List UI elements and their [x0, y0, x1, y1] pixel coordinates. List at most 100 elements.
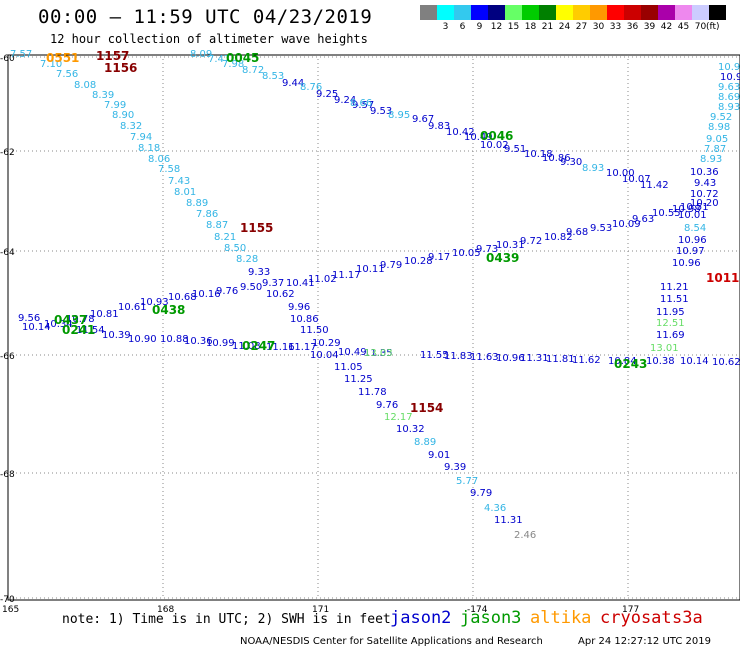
lon-label: 171	[312, 605, 329, 615]
swh-value: 7.94	[130, 132, 152, 143]
page-title: 00:00 — 11:59 UTC 04/23/2019	[38, 6, 373, 28]
swh-value: 11.05	[334, 362, 363, 373]
swh-value: 9.17	[428, 252, 450, 263]
legend-label: 27	[575, 22, 588, 32]
swh-value: 11.02	[308, 274, 337, 285]
swh-value: 11.31	[494, 515, 523, 526]
lat-label: -64	[0, 248, 15, 258]
swh-value: 9.25	[316, 89, 338, 100]
swh-value: 12.17	[384, 412, 413, 423]
pass-time-label: 0241	[62, 323, 95, 337]
swh-value: 11.62	[572, 355, 601, 366]
swh-value: 8.89	[414, 437, 436, 448]
swh-value: 9.44	[282, 78, 304, 89]
swh-value: 9.52	[710, 112, 732, 123]
swh-value: 8.53	[262, 71, 284, 82]
swh-value: 11.50	[300, 325, 329, 336]
legend-unit: (ft)	[706, 22, 720, 32]
legend-swatch	[505, 5, 522, 20]
swh-value: 8.09	[190, 49, 212, 60]
swh-value: 10.42	[446, 127, 475, 138]
swh-value: 8.93	[700, 154, 722, 165]
legend-label: 12	[490, 22, 503, 32]
legend-swatch	[471, 5, 488, 20]
swh-value: 8.76	[300, 82, 322, 93]
swh-value: 10.39	[102, 330, 131, 341]
swh-value: 9.73	[476, 244, 498, 255]
swh-value: 10.07	[622, 174, 651, 185]
swh-value: 9.57	[352, 100, 374, 111]
swh-value: 9.43	[694, 178, 716, 189]
swh-value: 11.78	[358, 387, 387, 398]
swh-value: 8.98	[708, 122, 730, 133]
swh-value: 11.16	[266, 342, 295, 353]
swh-value: 8.08	[74, 80, 96, 91]
swh-value: 10.02	[480, 140, 509, 151]
legend-label: 39	[643, 22, 656, 32]
legend-swatch	[556, 5, 573, 20]
swh-value: 10.01	[678, 210, 707, 221]
legend-swatch	[675, 5, 692, 20]
swh-value: 9.53	[370, 106, 392, 117]
lat-label: -60	[0, 54, 15, 64]
footer-note: note: 1) Time is in UTC; 2) SWH is in fe…	[62, 612, 391, 627]
swh-value: 2.46	[514, 530, 536, 541]
page-subtitle: 12 hour collection of altimeter wave hei…	[50, 32, 368, 46]
swh-value: 7.47	[208, 54, 230, 65]
swh-value: 10.41	[286, 278, 315, 289]
legend-swatch	[573, 5, 590, 20]
swh-value: 10.14	[680, 356, 709, 367]
swh-value: 10.68	[168, 292, 197, 303]
lat-label: -66	[0, 352, 15, 362]
swh-value: 8.87	[206, 220, 228, 231]
swh-value: 10.96	[496, 353, 525, 364]
swh-value: 10.36	[184, 336, 213, 347]
legend-label: 70	[694, 22, 707, 32]
swh-value: 7.43	[168, 176, 190, 187]
swh-value: 10.18	[524, 149, 553, 160]
swh-value: 9.37	[262, 278, 284, 289]
swh-value: 11.42	[640, 180, 669, 191]
legend-label: 6	[459, 22, 466, 32]
swh-value: 9.76	[376, 400, 398, 411]
swh-value: 10.81	[90, 309, 119, 320]
swh-value: 10.90	[720, 72, 740, 83]
pass-time-label: 0045	[226, 51, 259, 65]
swh-value: 8.21	[214, 232, 236, 243]
swh-value: 7.99	[104, 100, 126, 111]
swh-value: 11.51	[660, 294, 689, 305]
legend-swatch	[420, 5, 437, 20]
pass-time-label: 0439	[486, 251, 519, 265]
swh-value: 10.84	[608, 356, 637, 367]
swh-value: 10.98	[672, 204, 701, 215]
swh-value: 9.68	[566, 227, 588, 238]
timestamp: Apr 24 12:27:12 UTC 2019	[578, 636, 711, 647]
swh-value: 11.25	[344, 374, 373, 385]
swh-value: 10.00	[606, 168, 635, 179]
swh-value: 5.77	[456, 476, 478, 487]
legend-swatch	[488, 5, 505, 20]
swh-value: 8.93	[718, 102, 740, 113]
swh-value: 10.86	[542, 153, 571, 164]
swh-value: 8.28	[236, 254, 258, 265]
swh-value: 8.66	[350, 98, 372, 109]
swh-value: 10.16	[192, 289, 221, 300]
swh-value: 10.93	[140, 297, 169, 308]
swh-value: 7.58	[158, 164, 180, 175]
swh-value: 10.20	[690, 198, 719, 209]
swh-value: 9.53	[590, 223, 612, 234]
legend-label: 24	[558, 22, 571, 32]
swh-value: 10.9	[718, 62, 740, 73]
swh-value: 9.76	[216, 286, 238, 297]
lat-label: -62	[0, 148, 15, 158]
swh-value: 10.05	[452, 248, 481, 259]
swh-value: 10.51	[680, 202, 709, 213]
swh-value: 10.86	[290, 314, 319, 325]
pass-time-label: 1154	[410, 401, 443, 415]
pass-time-label: 0247	[242, 339, 275, 353]
swh-value: 9.79	[380, 260, 402, 271]
legend-swatch	[590, 5, 607, 20]
swh-value: 10.49	[338, 347, 367, 358]
lon-label: 165	[2, 605, 19, 615]
swh-value: 11.63	[470, 352, 499, 363]
